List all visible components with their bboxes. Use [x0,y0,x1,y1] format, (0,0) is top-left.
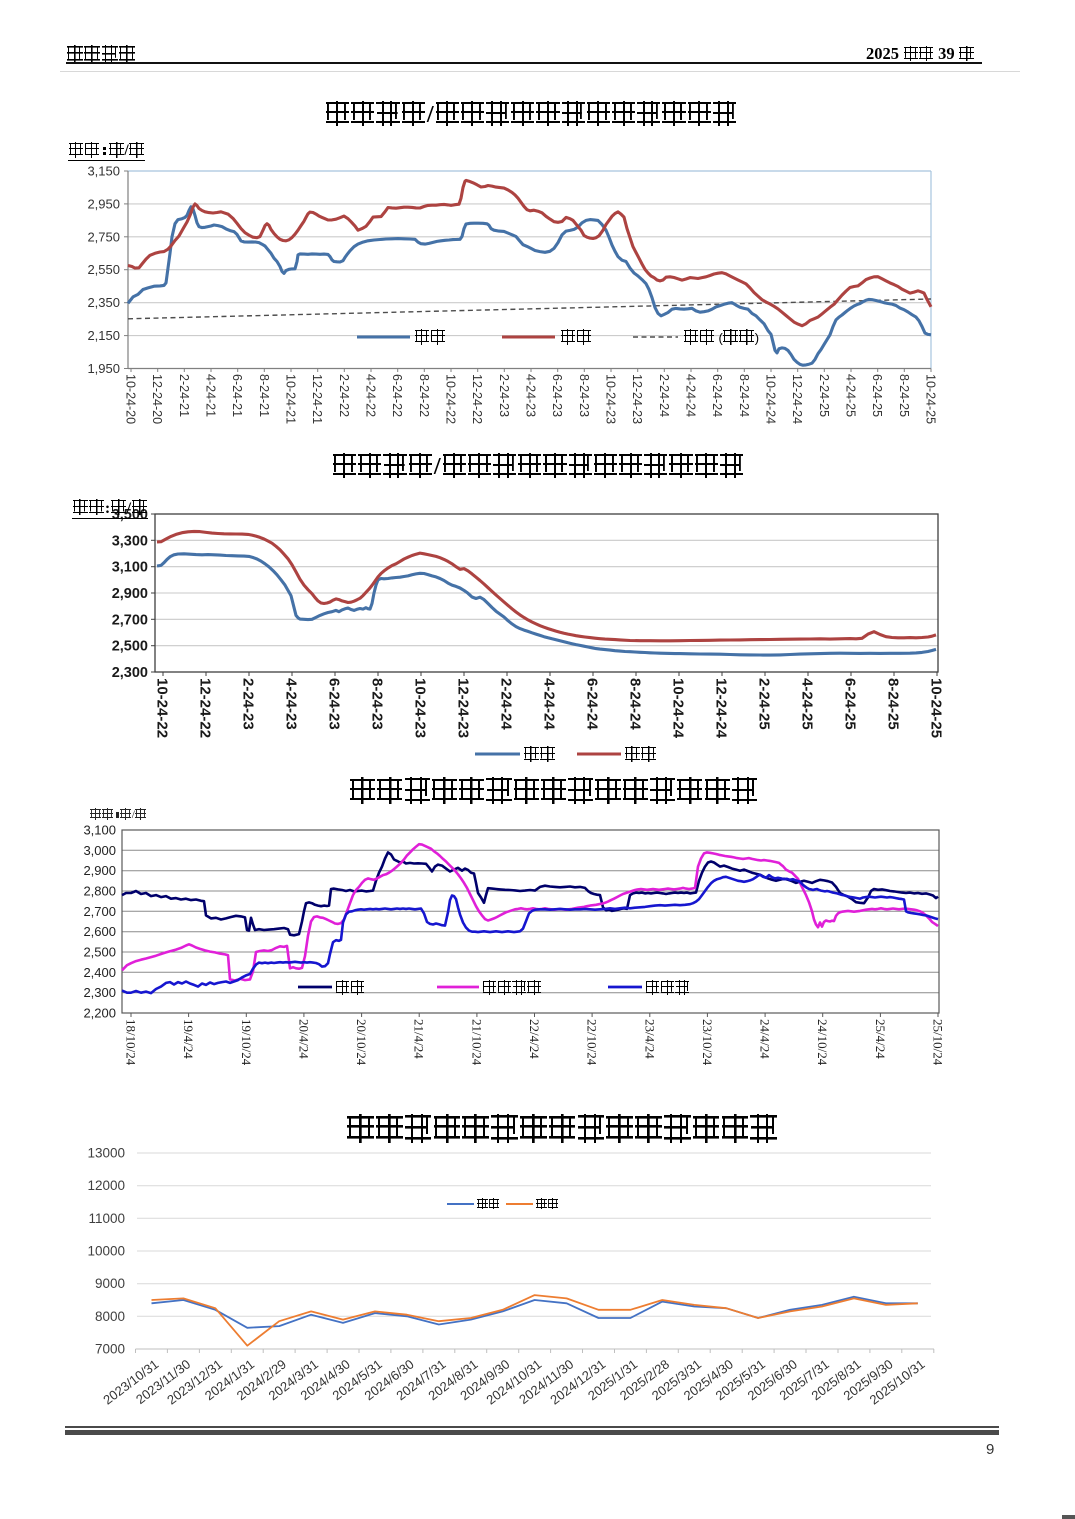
svg-text:12000: 12000 [87,1178,125,1193]
svg-text:20/10/24: 20/10/24 [354,1019,369,1066]
svg-text:2,350: 2,350 [87,295,120,310]
svg-text:2,200: 2,200 [83,1006,116,1021]
svg-text:4-24-21: 4-24-21 [204,374,218,417]
svg-text:2-24-25: 2-24-25 [756,678,773,730]
svg-text:6-24-25: 6-24-25 [870,374,884,417]
svg-text:2,500: 2,500 [112,639,148,655]
svg-text:6-24-22: 6-24-22 [390,374,404,417]
svg-text:2,300: 2,300 [112,665,148,681]
svg-text:12-24-22: 12-24-22 [197,678,214,738]
svg-text:6-24-24: 6-24-24 [710,374,724,417]
svg-text:4-24-23: 4-24-23 [283,678,300,730]
svg-text:12-24-24: 12-24-24 [790,374,804,424]
svg-text:8-24-25: 8-24-25 [885,678,902,730]
svg-text:11000: 11000 [88,1211,125,1226]
svg-text:10-24-22: 10-24-22 [444,374,458,424]
svg-text:2-24-25: 2-24-25 [817,374,831,417]
svg-text:8-24-23: 8-24-23 [369,678,386,730]
svg-text:7000: 7000 [95,1342,125,1357]
svg-text:12-24-22: 12-24-22 [470,374,484,424]
svg-text:2,700: 2,700 [112,612,148,628]
svg-text:25/10/24: 25/10/24 [931,1019,946,1066]
svg-text:12-24-21: 12-24-21 [310,374,324,424]
svg-text:2-24-23: 2-24-23 [497,374,511,417]
svg-text:21/10/24: 21/10/24 [469,1019,484,1066]
svg-text:4-24-25: 4-24-25 [844,374,858,417]
svg-text:21/4/24: 21/4/24 [412,1019,427,1059]
svg-text:8-24-25: 8-24-25 [897,374,911,417]
svg-text:8-24-23: 8-24-23 [577,374,591,417]
svg-text:9000: 9000 [95,1276,125,1291]
svg-text:12-24-24: 12-24-24 [713,678,730,739]
svg-text:10-24-23: 10-24-23 [412,678,429,738]
svg-text:2,950: 2,950 [87,196,120,211]
svg-text:2,750: 2,750 [87,229,120,244]
svg-text:2,900: 2,900 [112,586,148,602]
svg-text:24/10/24: 24/10/24 [815,1019,830,1066]
svg-text:2,550: 2,550 [87,262,120,277]
svg-text:3,000: 3,000 [83,843,116,858]
svg-text:2,700: 2,700 [83,904,116,919]
svg-text:19/4/24: 19/4/24 [181,1019,196,1059]
svg-text:23/10/24: 23/10/24 [700,1019,715,1066]
svg-text:4-24-24: 4-24-24 [541,678,558,730]
svg-text:6-24-23: 6-24-23 [550,374,564,417]
svg-text:23/4/24: 23/4/24 [642,1019,657,1059]
svg-text:10-24-20: 10-24-20 [124,374,138,424]
svg-text:3,300: 3,300 [112,533,148,549]
svg-text:1,950: 1,950 [87,361,120,376]
svg-text:12-24-20: 12-24-20 [150,374,164,424]
svg-text:8000: 8000 [95,1309,125,1324]
svg-text:4-24-24: 4-24-24 [684,374,698,417]
svg-text:10-24-23: 10-24-23 [604,374,618,424]
svg-text:12-24-23: 12-24-23 [630,374,644,424]
svg-text:2-24-24: 2-24-24 [498,678,515,730]
svg-text:10-24-24: 10-24-24 [670,678,687,739]
svg-text:6-24-21: 6-24-21 [230,374,244,417]
svg-text:8-24-24: 8-24-24 [627,678,644,730]
svg-text:4-24-25: 4-24-25 [799,678,816,730]
svg-text:25/4/24: 25/4/24 [873,1019,888,1059]
svg-text:3,100: 3,100 [83,823,116,838]
svg-text:2,150: 2,150 [87,328,120,343]
svg-text:10-24-25: 10-24-25 [924,374,938,424]
svg-text:2,900: 2,900 [83,863,116,878]
svg-text:3,150: 3,150 [87,164,120,179]
svg-text:22/4/24: 22/4/24 [527,1019,542,1059]
svg-text:6-24-24: 6-24-24 [584,678,601,730]
svg-text:3,100: 3,100 [112,560,148,576]
svg-text:2,400: 2,400 [83,965,116,980]
svg-text:8-24-21: 8-24-21 [257,374,271,417]
svg-text:20/4/24: 20/4/24 [296,1019,311,1059]
svg-text:2-24-21: 2-24-21 [177,374,191,417]
svg-text:10-24-21: 10-24-21 [284,374,298,424]
svg-text:10-24-25: 10-24-25 [928,678,945,738]
svg-text:6-24-23: 6-24-23 [326,678,343,730]
svg-text:8-24-24: 8-24-24 [737,374,751,417]
svg-text:18/10/24: 18/10/24 [124,1019,139,1066]
svg-text:2-24-23: 2-24-23 [240,678,257,730]
svg-text:2,500: 2,500 [83,945,116,960]
svg-text:8-24-22: 8-24-22 [417,374,431,417]
svg-text:6-24-25: 6-24-25 [842,678,859,730]
svg-text:19/10/24: 19/10/24 [239,1019,254,1066]
svg-text:4-24-23: 4-24-23 [524,374,538,417]
svg-text:10-24-24: 10-24-24 [764,374,778,424]
svg-text:24/4/24: 24/4/24 [758,1019,773,1059]
svg-text:2-24-24: 2-24-24 [657,374,671,417]
svg-text:12-24-23: 12-24-23 [455,678,472,738]
svg-text:2,600: 2,600 [83,924,116,939]
svg-text:2,800: 2,800 [83,884,116,899]
svg-text:22/10/24: 22/10/24 [585,1019,600,1066]
svg-text:2-24-22: 2-24-22 [337,374,351,417]
svg-text:10-24-22: 10-24-22 [154,678,171,738]
svg-text:4-24-22: 4-24-22 [364,374,378,417]
svg-text:13000: 13000 [87,1146,125,1161]
svg-text:10000: 10000 [87,1244,125,1259]
svg-text:2,300: 2,300 [83,985,116,1000]
